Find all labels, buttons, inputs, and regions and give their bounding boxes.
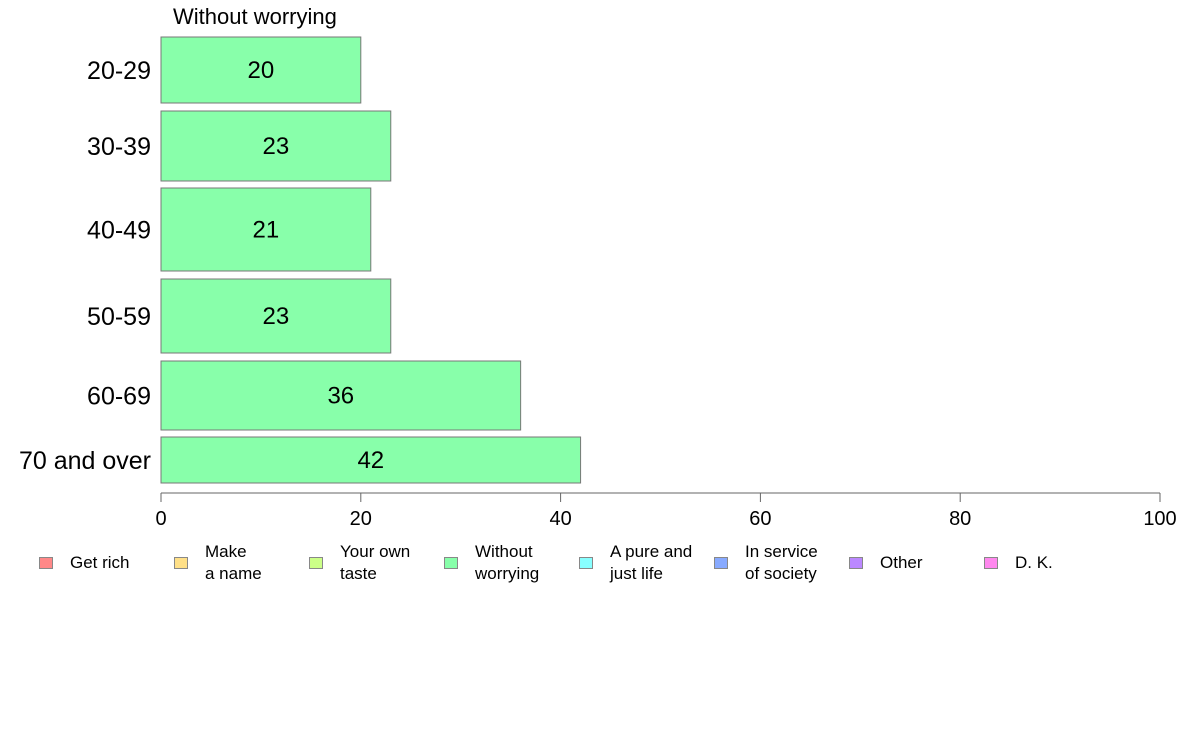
bar-20-29: [160, 36, 362, 104]
bar-value-label: 21: [253, 217, 280, 244]
bar-30-39: [160, 110, 392, 182]
legend-item: D. K.: [984, 540, 1053, 586]
legend-swatch: [174, 557, 188, 569]
x-tick-label: 0: [155, 508, 166, 530]
bar-60-69: [160, 360, 522, 431]
bar-value-label: 23: [263, 133, 290, 160]
legend-item: A pure and just life: [579, 540, 692, 586]
legend-swatch: [849, 557, 863, 569]
legend-swatch: [39, 557, 53, 569]
legend-item: Your own taste: [309, 540, 410, 586]
legend-swatch: [984, 557, 998, 569]
legend-item: Without worrying: [444, 540, 539, 586]
chart-title: Without worrying: [173, 4, 337, 29]
legend-swatch: [714, 557, 728, 569]
bar-value-label: 36: [327, 383, 354, 410]
category-label: 60-69: [87, 383, 151, 411]
x-tick-label: 80: [949, 508, 971, 530]
legend-label: Your own taste: [340, 542, 411, 583]
legend-label: Make a name: [205, 542, 262, 583]
bar-value-label: 23: [263, 303, 290, 330]
category-label: 70 and over: [19, 447, 151, 475]
legend-label: In service of society: [745, 542, 818, 583]
category-label: 30-39: [87, 133, 151, 161]
bar-70-and-over: [160, 436, 582, 484]
category-label: 50-59: [87, 303, 151, 331]
legend-label: D. K.: [1015, 553, 1053, 572]
legend-swatch: [309, 557, 323, 569]
bar-40-49: [160, 187, 372, 272]
legend-label: A pure and just life: [610, 542, 693, 583]
legend-item: Other: [849, 540, 923, 586]
x-tick-label: 20: [350, 508, 372, 530]
legend-label: Without worrying: [475, 542, 540, 583]
legend-item: Get rich: [39, 540, 130, 586]
bar-50-59: [160, 278, 392, 354]
category-label: 40-49: [87, 217, 151, 245]
category-label: 20-29: [87, 57, 151, 85]
legend-swatch: [444, 557, 458, 569]
legend-item: In service of society: [714, 540, 818, 586]
bar-chart: Without worrying 20 20-29 23 30-39 21 40-49 23…: [19, 4, 1177, 530]
bar-value-label: 20: [248, 57, 275, 84]
legend-swatch: [579, 557, 593, 569]
bar-value-label: 42: [357, 447, 384, 474]
legend-label: Other: [880, 553, 923, 572]
x-tick-label: 100: [1143, 508, 1176, 530]
x-tick-label: 60: [749, 508, 771, 530]
legend-label: Get rich: [70, 553, 130, 572]
x-tick-label: 40: [549, 508, 571, 530]
legend: Get rich Make a name Your own taste Without…: [0, 540, 1188, 590]
legend-item: Make a name: [174, 540, 262, 586]
